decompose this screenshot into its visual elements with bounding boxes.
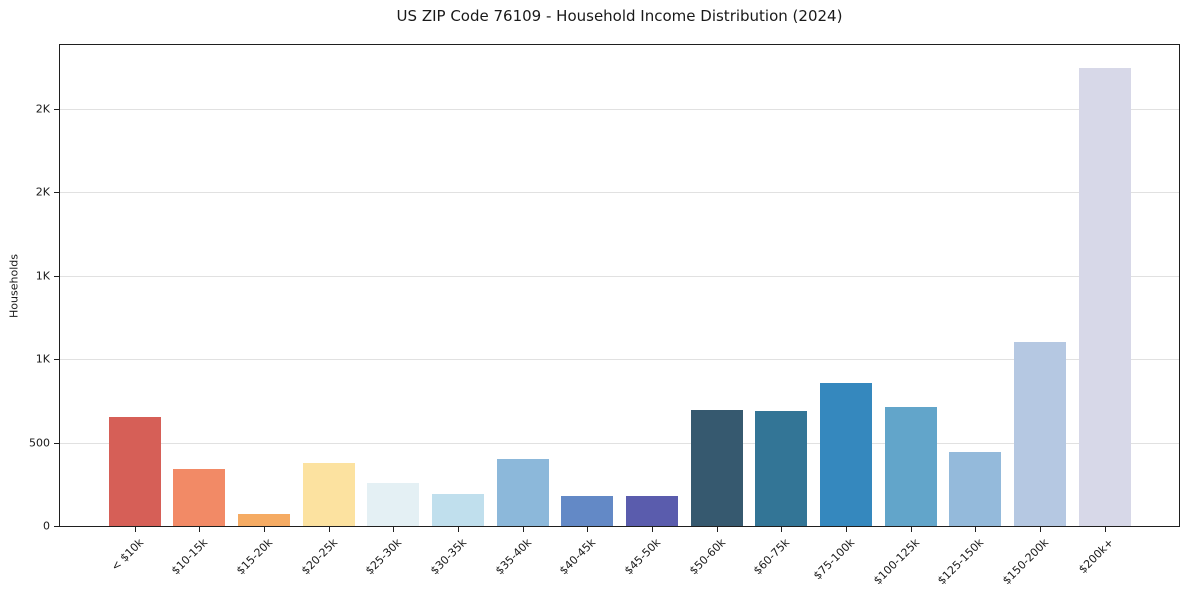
bar-< $10k: [108, 417, 161, 526]
bar-$75-100k: [819, 383, 872, 526]
x-tick-label: $200k+: [1075, 536, 1116, 577]
y-axis-label: Households: [7, 254, 21, 318]
x-tick-mark: [716, 527, 718, 532]
bar-$50-60k: [690, 409, 743, 526]
gridline: [60, 108, 1179, 110]
y-tick-mark: [54, 526, 59, 527]
gridline: [60, 442, 1179, 444]
y-tick-label: 0: [43, 519, 50, 533]
y-tick-mark: [54, 192, 59, 193]
x-tick-mark: [845, 527, 847, 532]
bar-$60-75k: [755, 410, 808, 526]
gridline: [60, 359, 1179, 360]
x-tick-label: < $10k: [108, 536, 146, 574]
x-tick-mark: [587, 527, 589, 532]
x-tick-mark: [975, 527, 977, 532]
x-tick-mark: [910, 527, 912, 532]
plot-area: [59, 44, 1180, 527]
y-tick-label: 1K: [35, 269, 50, 282]
x-tick-label: $10-15k: [169, 536, 211, 578]
x-tick-label: $150-200k: [999, 536, 1051, 588]
gridline: [60, 275, 1179, 277]
bar-$40-45k: [561, 495, 614, 526]
x-tick-mark: [199, 527, 201, 532]
x-tick-label: $125-150k: [935, 536, 987, 588]
y-tick-mark: [54, 359, 59, 360]
x-tick-mark: [263, 527, 265, 532]
bar-$30-35k: [431, 494, 484, 526]
bar-$25-30k: [367, 482, 420, 526]
x-tick-label: $20-25k: [298, 536, 340, 578]
x-tick-mark: [328, 527, 330, 532]
bar-$10-15k: [173, 469, 226, 526]
x-tick-label: $45-50k: [621, 536, 663, 578]
x-tick-label: $40-45k: [557, 536, 599, 578]
bar-$150-200k: [1013, 342, 1066, 526]
y-tick-label: 2K: [35, 185, 50, 199]
bar-$200k+: [1078, 68, 1131, 526]
y-tick-label: 500: [29, 436, 50, 449]
bar-$15-20k: [237, 514, 290, 526]
x-tick-mark: [1104, 527, 1106, 532]
y-tick-label: 1K: [35, 352, 50, 366]
x-tick-mark: [134, 527, 136, 532]
bar-$100-125k: [884, 407, 937, 526]
x-tick-mark: [457, 527, 459, 532]
y-tick-mark: [54, 108, 59, 110]
x-tick-label: $15-20k: [233, 536, 275, 578]
x-tick-label: $30-35k: [427, 536, 469, 578]
x-tick-label: $50-60k: [686, 536, 728, 578]
x-tick-label: $60-75k: [751, 536, 793, 578]
bar-$20-25k: [302, 463, 355, 526]
x-tick-label: $75-100k: [810, 536, 857, 583]
x-tick-mark: [393, 527, 395, 532]
y-tick-mark: [54, 442, 59, 444]
x-tick-label: $100-125k: [870, 536, 922, 588]
x-tick-mark: [651, 527, 653, 532]
x-tick-mark: [522, 527, 524, 532]
x-tick-label: $35-40k: [492, 536, 534, 578]
x-tick-mark: [1039, 527, 1041, 532]
y-tick-mark: [54, 275, 59, 277]
bar-$35-40k: [496, 459, 549, 526]
gridline: [60, 192, 1179, 193]
y-tick-label: 2K: [35, 102, 50, 115]
x-tick-mark: [781, 527, 783, 532]
bar-$125-150k: [949, 451, 1002, 526]
chart-title: US ZIP Code 76109 - Household Income Dis…: [396, 7, 843, 25]
x-tick-label: $25-30k: [363, 536, 405, 578]
bar-$45-50k: [625, 495, 678, 526]
